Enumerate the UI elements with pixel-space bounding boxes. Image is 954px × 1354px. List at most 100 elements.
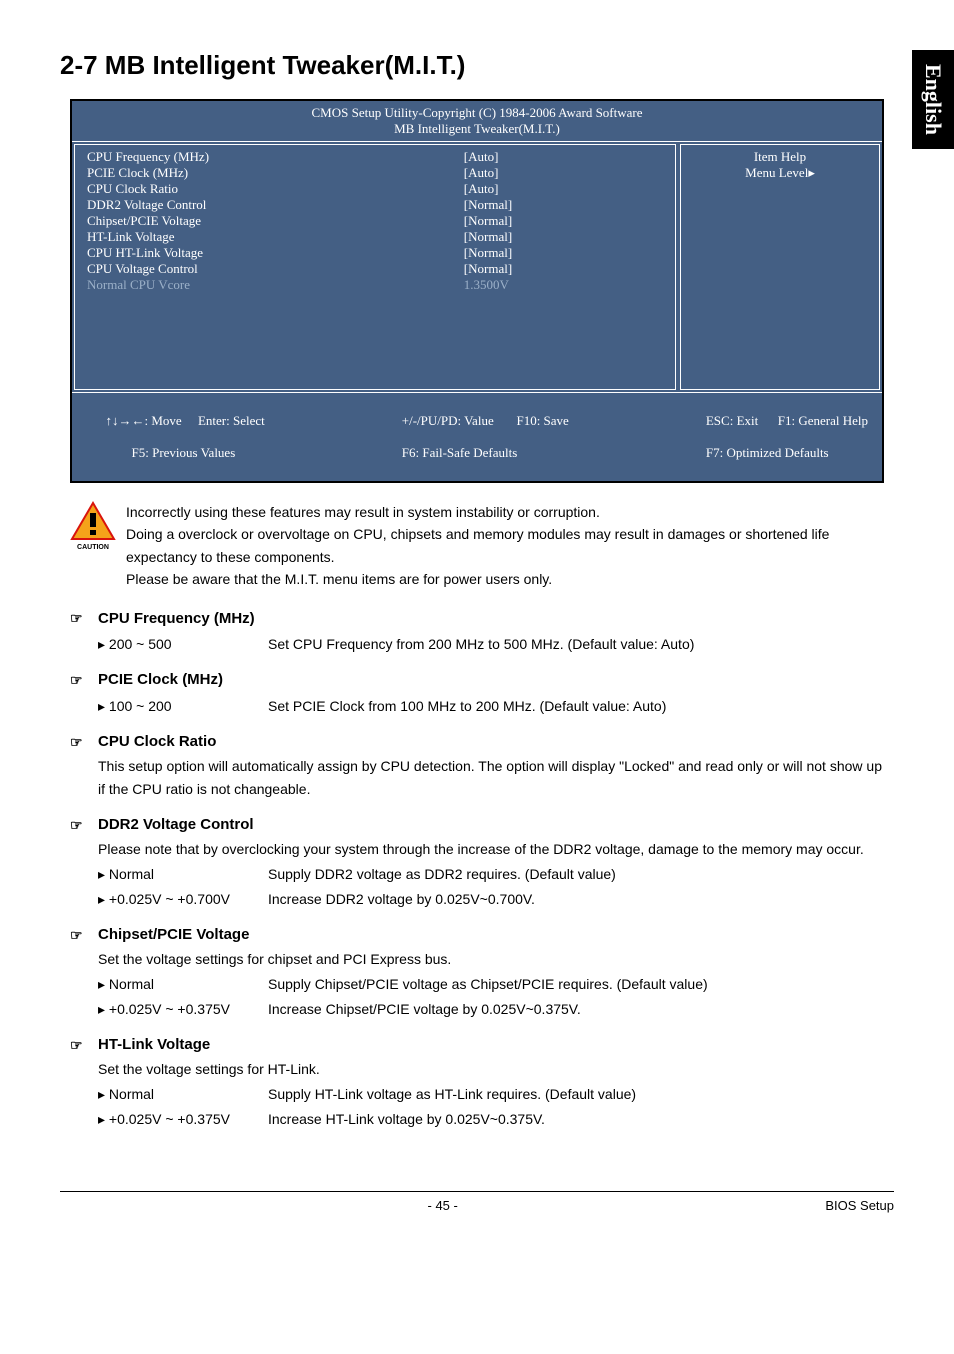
caution-text: Incorrectly using these features may res… [126,501,884,591]
section-body: Set the voltage settings for HT-Link.▸ N… [70,1058,884,1131]
bios-setting-row: CPU Frequency (MHz)[Auto] [87,149,663,165]
option-label: ▸ Normal [98,863,268,886]
caution-line: Please be aware that the M.I.T. menu ite… [126,568,884,590]
bios-setting-value: [Normal] [404,229,663,245]
foot-move: ↑↓→←: Move [106,413,182,428]
bios-setting-label: HT-Link Voltage [87,229,404,245]
section-heading: ☞PCIE Clock (MHz) [70,668,884,693]
section-body: Set the voltage settings for chipset and… [70,948,884,1021]
bios-setting-row: HT-Link Voltage[Normal] [87,229,663,245]
arrow-icon: ▸ [98,976,109,992]
bios-header: CMOS Setup Utility-Copyright (C) 1984-20… [72,101,882,142]
bios-setting-row: CPU HT-Link Voltage[Normal] [87,245,663,261]
bios-setting-row: Chipset/PCIE Voltage[Normal] [87,213,663,229]
bios-setting-value: 1.3500V [404,277,663,293]
footer-section: BIOS Setup [825,1198,894,1213]
section-heading: ☞ Chipset/PCIE Voltage [70,923,884,948]
section-heading: ☞ CPU Frequency (MHz) [70,607,884,632]
arrow-icon: ▸ [98,1001,109,1017]
option-row: ▸ NormalSupply DDR2 voltage as DDR2 requ… [98,863,884,886]
pointer-icon: ☞ [70,1034,90,1057]
setting-section: ☞ Chipset/PCIE VoltageSet the voltage set… [70,923,884,1021]
section-heading: ☞DDR2 Voltage Control [70,813,884,838]
bios-setting-label: CPU Voltage Control [87,261,404,277]
arrow-icon: ▸ [98,636,109,652]
caution-icon: CAUTION [70,501,116,557]
option-row: ▸ 100 ~ 200Set PCIE Clock from 100 MHz t… [98,695,884,718]
section-title: HT-Link Voltage [98,1033,210,1058]
section-text: Please note that by overclocking your sy… [98,838,884,861]
option-desc: Increase HT-Link voltage by 0.025V~0.375… [268,1108,884,1131]
bios-setting-label: DDR2 Voltage Control [87,197,404,213]
option-label: ▸ +0.025V ~ +0.375V [98,1108,268,1131]
bios-setting-value: [Auto] [404,149,663,165]
bios-header-line1: CMOS Setup Utility-Copyright (C) 1984-20… [72,105,882,121]
bios-help-panel: Item Help Menu Level▸ [680,144,880,390]
option-label: ▸ 100 ~ 200 [98,695,268,718]
section-body: This setup option will automatically ass… [70,755,884,801]
option-row: ▸ NormalSupply Chipset/PCIE voltage as C… [98,973,884,996]
section-title: PCIE Clock (MHz) [98,668,223,693]
bios-setting-value: [Normal] [404,213,663,229]
section-text: Set the voltage settings for HT-Link. [98,1058,884,1081]
help-menu-level: Menu Level▸ [693,165,867,181]
option-label: ▸ Normal [98,1083,268,1106]
option-desc: Increase DDR2 voltage by 0.025V~0.700V. [268,888,884,911]
foot-prev: F5: Previous Values [132,445,236,460]
bios-setting-label: PCIE Clock (MHz) [87,165,404,181]
option-desc: Set CPU Frequency from 200 MHz to 500 MH… [268,633,884,656]
foot-enter: Enter: Select [198,413,265,428]
option-label: ▸ Normal [98,973,268,996]
option-desc: Set PCIE Clock from 100 MHz to 200 MHz. … [268,695,884,718]
caution-line: Doing a overclock or overvoltage on CPU,… [126,523,884,568]
setting-section: ☞CPU Clock RatioThis setup option will a… [70,730,884,801]
pointer-icon: ☞ [70,607,90,630]
section-body: Please note that by overclocking your sy… [70,838,884,911]
bios-setting-value: [Normal] [404,245,663,261]
foot-value: +/-/PU/PD: Value [402,413,494,428]
page-number: - 45 - [60,1198,825,1213]
bios-setting-value: [Auto] [404,181,663,197]
option-row: ▸ +0.025V ~ +0.375VIncrease Chipset/PCIE… [98,998,884,1021]
foot-optimized: F7: Optimized Defaults [706,445,829,460]
svg-text:CAUTION: CAUTION [77,544,109,551]
bios-setting-value: [Auto] [404,165,663,181]
page-footer: - 45 - BIOS Setup [60,1191,894,1213]
setting-section: ☞PCIE Clock (MHz)▸ 100 ~ 200Set PCIE Clo… [70,668,884,718]
pointer-icon: ☞ [70,924,90,947]
bios-header-line2: MB Intelligent Tweaker(M.I.T.) [72,121,882,137]
caution-block: CAUTION Incorrectly using these features… [70,501,884,591]
bios-footer: ↑↓→←: Move Enter: Select F5: Previous Va… [72,392,882,481]
section-title: CPU Clock Ratio [98,730,216,755]
option-row: ▸ 200 ~ 500Set CPU Frequency from 200 MH… [98,633,884,656]
bios-setting-row: PCIE Clock (MHz)[Auto] [87,165,663,181]
section-title: Chipset/PCIE Voltage [98,923,249,948]
section-body: ▸ 100 ~ 200Set PCIE Clock from 100 MHz t… [70,695,884,718]
arrow-icon: ▸ [98,1111,109,1127]
option-label: ▸ +0.025V ~ +0.375V [98,998,268,1021]
foot-exit: ESC: Exit [706,413,758,428]
foot-help: F1: General Help [778,413,868,428]
option-desc: Supply HT-Link voltage as HT-Link requir… [268,1083,884,1106]
foot-save: F10: Save [516,413,568,428]
page-title: 2-7 MB Intelligent Tweaker(M.I.T.) [60,50,894,81]
bios-screen: CMOS Setup Utility-Copyright (C) 1984-20… [70,99,884,483]
help-title: Item Help [693,149,867,165]
bios-setting-row: CPU Clock Ratio[Auto] [87,181,663,197]
bios-setting-row: DDR2 Voltage Control[Normal] [87,197,663,213]
option-label: ▸ +0.025V ~ +0.700V [98,888,268,911]
arrow-icon: ▸ [98,1086,109,1102]
option-desc: Supply Chipset/PCIE voltage as Chipset/P… [268,973,884,996]
setting-section: ☞DDR2 Voltage ControlPlease note that by… [70,813,884,911]
bios-setting-value: [Normal] [404,197,663,213]
language-tab: English [912,50,954,149]
pointer-icon: ☞ [70,814,90,837]
bios-setting-label: Chipset/PCIE Voltage [87,213,404,229]
setting-section: ☞ HT-Link VoltageSet the voltage settings… [70,1033,884,1131]
bios-setting-label: CPU HT-Link Voltage [87,245,404,261]
section-title: CPU Frequency (MHz) [98,607,255,632]
setting-section: ☞ CPU Frequency (MHz)▸ 200 ~ 500Set CPU F… [70,607,884,657]
foot-failsafe: F6: Fail-Safe Defaults [402,445,518,460]
section-heading: ☞CPU Clock Ratio [70,730,884,755]
option-desc: Increase Chipset/PCIE voltage by 0.025V~… [268,998,884,1021]
